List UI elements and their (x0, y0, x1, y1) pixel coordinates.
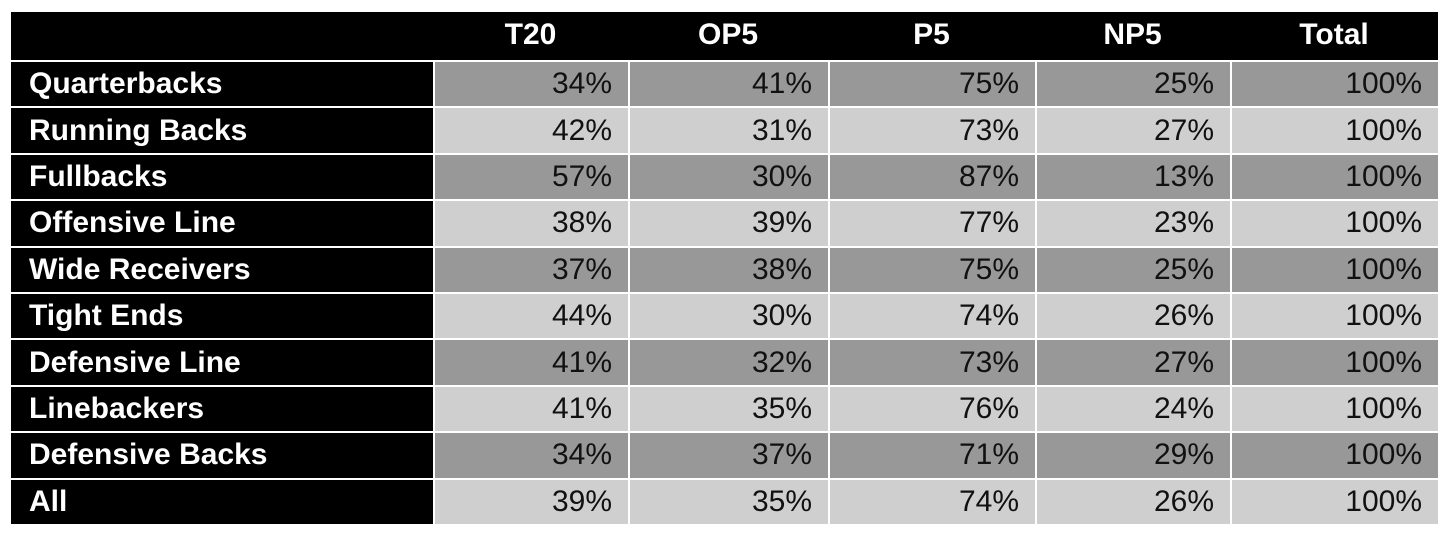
row-label: Wide Receivers (11, 245, 433, 292)
cell-op5: 41% (628, 60, 828, 107)
cell-op5: 39% (628, 199, 828, 246)
cell-p5: 76% (828, 384, 1035, 432)
cell-np5: 26% (1035, 477, 1230, 524)
cell-p5: 71% (828, 431, 1035, 478)
cell-total: 100% (1230, 384, 1438, 432)
cell-np5: 24% (1035, 384, 1230, 432)
row-label: Offensive Line (11, 199, 433, 246)
table-row: Fullbacks 57% 30% 87% 13% 100% (11, 152, 1438, 200)
row-label: Running Backs (11, 106, 433, 153)
table-row: Linebackers 41% 35% 76% 24% 100% (11, 384, 1438, 432)
cell-t20: 57% (433, 152, 628, 200)
cell-p5: 73% (828, 106, 1035, 153)
cell-np5: 23% (1035, 199, 1230, 246)
header-row: T20 OP5 P5 NP5 Total (11, 12, 1438, 60)
cell-total: 100% (1230, 60, 1438, 107)
cell-t20: 41% (433, 338, 628, 385)
cell-p5: 74% (828, 477, 1035, 524)
cell-p5: 75% (828, 60, 1035, 107)
data-table-container: T20 OP5 P5 NP5 Total Quarterbacks 34% 41% 7… (11, 12, 1438, 524)
cell-total: 100% (1230, 291, 1438, 339)
row-label: Tight Ends (11, 291, 433, 339)
row-label: Defensive Backs (11, 431, 433, 478)
cell-p5: 77% (828, 199, 1035, 246)
cell-total: 100% (1230, 338, 1438, 385)
cell-t20: 34% (433, 431, 628, 478)
cell-np5: 26% (1035, 291, 1230, 339)
cell-op5: 38% (628, 245, 828, 292)
cell-t20: 39% (433, 477, 628, 524)
cell-op5: 31% (628, 106, 828, 153)
row-label: Defensive Line (11, 338, 433, 385)
column-header-total: Total (1230, 12, 1438, 60)
row-label: All (11, 477, 433, 524)
cell-p5: 75% (828, 245, 1035, 292)
cell-np5: 25% (1035, 245, 1230, 292)
column-header-p5: P5 (828, 12, 1035, 60)
table-row: Quarterbacks 34% 41% 75% 25% 100% (11, 60, 1438, 107)
data-table: T20 OP5 P5 NP5 Total Quarterbacks 34% 41% 7… (11, 12, 1438, 524)
cell-t20: 37% (433, 245, 628, 292)
cell-np5: 25% (1035, 60, 1230, 107)
table-row: Running Backs 42% 31% 73% 27% 100% (11, 106, 1438, 153)
cell-np5: 29% (1035, 431, 1230, 478)
table-row: Defensive Backs 34% 37% 71% 29% 100% (11, 431, 1438, 478)
cell-total: 100% (1230, 245, 1438, 292)
cell-t20: 42% (433, 106, 628, 153)
cell-np5: 13% (1035, 152, 1230, 200)
cell-t20: 41% (433, 384, 628, 432)
table-row: All 39% 35% 74% 26% 100% (11, 477, 1438, 524)
column-header-op5: OP5 (628, 12, 828, 60)
cell-np5: 27% (1035, 338, 1230, 385)
cell-total: 100% (1230, 477, 1438, 524)
row-label: Quarterbacks (11, 60, 433, 107)
table-row: Wide Receivers 37% 38% 75% 25% 100% (11, 245, 1438, 292)
cell-p5: 73% (828, 338, 1035, 385)
table-row: Defensive Line 41% 32% 73% 27% 100% (11, 338, 1438, 385)
table-row: Tight Ends 44% 30% 74% 26% 100% (11, 291, 1438, 339)
cell-op5: 32% (628, 338, 828, 385)
table-body: Quarterbacks 34% 41% 75% 25% 100% Running Back… (11, 60, 1438, 524)
cell-op5: 35% (628, 477, 828, 524)
table-row: Offensive Line 38% 39% 77% 23% 100% (11, 199, 1438, 246)
cell-p5: 87% (828, 152, 1035, 200)
column-header-t20: T20 (433, 12, 628, 60)
cell-t20: 44% (433, 291, 628, 339)
header-corner-cell (11, 12, 433, 60)
cell-t20: 34% (433, 60, 628, 107)
cell-total: 100% (1230, 199, 1438, 246)
cell-t20: 38% (433, 199, 628, 246)
cell-op5: 30% (628, 152, 828, 200)
column-header-np5: NP5 (1035, 12, 1230, 60)
cell-op5: 37% (628, 431, 828, 478)
cell-op5: 35% (628, 384, 828, 432)
row-label: Fullbacks (11, 152, 433, 200)
cell-total: 100% (1230, 106, 1438, 153)
cell-p5: 74% (828, 291, 1035, 339)
cell-op5: 30% (628, 291, 828, 339)
row-label: Linebackers (11, 384, 433, 432)
cell-total: 100% (1230, 431, 1438, 478)
cell-np5: 27% (1035, 106, 1230, 153)
cell-total: 100% (1230, 152, 1438, 200)
